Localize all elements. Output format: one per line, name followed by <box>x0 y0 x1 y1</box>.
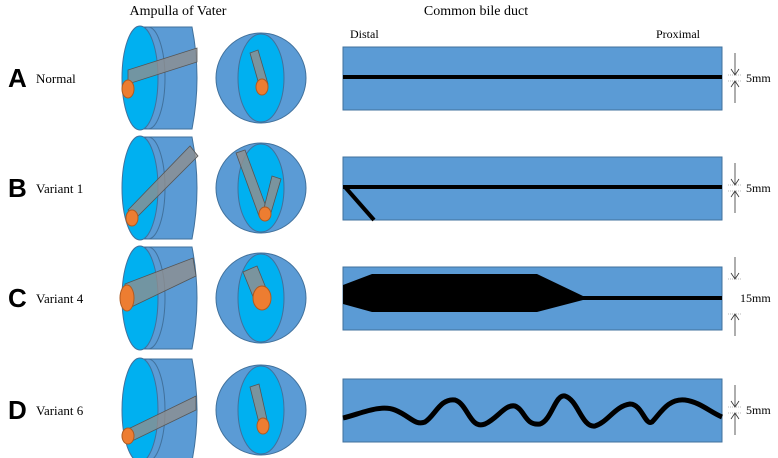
row-label: Variant 1 <box>36 181 83 196</box>
dilated-lumen <box>343 274 722 312</box>
row-letter: C <box>8 283 27 313</box>
papilla-front <box>256 417 270 435</box>
row-a: A Normal 5mm <box>8 25 771 131</box>
bile-duct <box>342 378 723 443</box>
accessory-duct <box>343 185 376 222</box>
diameter-label: 5mm <box>746 71 771 85</box>
papilla-side <box>121 79 135 99</box>
row-label: Normal <box>36 71 76 86</box>
row-d: D Variant 6 5mm <box>8 357 771 458</box>
row-label: Variant 4 <box>36 291 84 306</box>
channel-side <box>127 47 198 85</box>
row-letter: A <box>8 63 27 93</box>
diameter-label: 5mm <box>746 181 771 195</box>
diameter-label: 5mm <box>746 403 771 417</box>
tortuous-lumen <box>342 393 724 429</box>
papilla-side <box>119 284 135 312</box>
distal-label: Distal <box>350 27 379 41</box>
row-c: C Variant 4 15mm <box>8 245 771 351</box>
row-letter: B <box>8 173 27 203</box>
papilla-side <box>121 427 135 445</box>
row-label: Variant 6 <box>36 403 84 418</box>
row-letter: D <box>8 395 27 425</box>
papilla-front <box>255 78 269 96</box>
row-b: B Variant 1 5mm <box>8 135 771 241</box>
ampulla-header: Ampulla of Vater <box>130 4 227 19</box>
duct-header: Common bile duct <box>424 4 528 19</box>
papilla-front <box>258 206 272 222</box>
papilla-side <box>125 209 139 227</box>
papilla-front <box>252 285 272 311</box>
proximal-label: Proximal <box>656 27 701 41</box>
diameter-label: 15mm <box>740 291 771 305</box>
